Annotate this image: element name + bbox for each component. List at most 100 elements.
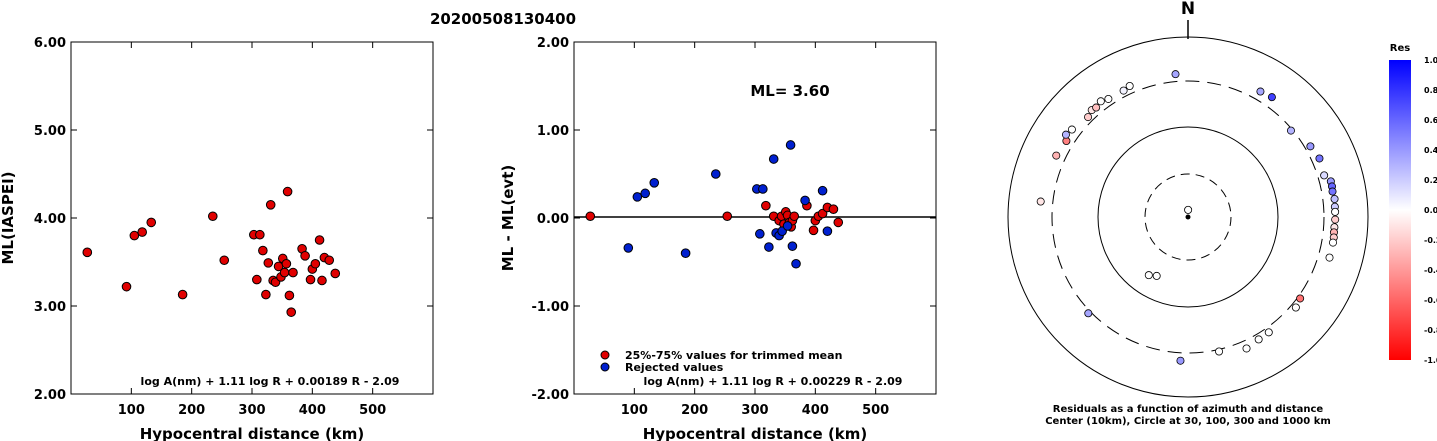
- circle-300km: [1051, 80, 1325, 354]
- residual-point: [585, 211, 596, 222]
- station-residual-point: [1286, 126, 1295, 135]
- residual-point: [817, 185, 828, 196]
- station-residual-point: [1328, 187, 1337, 196]
- station-residual-point: [1144, 271, 1153, 280]
- ml-y-tick-label: 4.00: [34, 212, 66, 227]
- station-residual-point: [1291, 303, 1300, 312]
- residual-panel: Hypocentral distance (km) ML - ML(evt) M…: [499, 36, 937, 441]
- ml-point: [265, 200, 276, 210]
- residual-point: [761, 200, 771, 211]
- ml-x-axis-label: Hypocentral distance (km): [140, 425, 365, 441]
- residual-point: [640, 188, 650, 199]
- residual-point: [800, 195, 810, 206]
- residual-y-tick-label: -1.00: [532, 300, 569, 315]
- ml-point: [300, 251, 310, 261]
- colorbar-tick-label: 1.0: [1424, 56, 1437, 65]
- station-residual-point: [1242, 344, 1251, 353]
- residual-x-tick-label: 200: [681, 403, 708, 418]
- station-residual-point: [1152, 271, 1161, 280]
- station-residual-point: [1036, 197, 1045, 206]
- legend-label-rejected: Rejected values: [625, 361, 724, 374]
- ml-x-tick-label: 100: [118, 403, 145, 418]
- ml-point: [279, 267, 290, 278]
- ml-point: [207, 211, 218, 222]
- station-residual-point: [1328, 238, 1337, 247]
- station-residual-point: [1325, 253, 1334, 262]
- ml-y-axis-label: ML(IASPEI): [0, 171, 17, 264]
- station-residual-point: [1176, 356, 1185, 365]
- ml-point: [137, 227, 147, 237]
- event-title: 20200508130400: [430, 10, 576, 28]
- residual-x-tick-label: 300: [741, 403, 768, 418]
- station-residual-point: [1061, 130, 1070, 139]
- station-residual-point: [1125, 82, 1134, 91]
- residual-point: [833, 217, 844, 228]
- station-residual-point: [1184, 205, 1193, 214]
- ml-point: [261, 289, 271, 300]
- station-residual-point: [1096, 97, 1105, 106]
- ml-x-tick-label: 300: [238, 403, 265, 418]
- residual-y-tick-label: -2.00: [532, 388, 569, 403]
- ml-point: [310, 258, 321, 269]
- ml-point: [314, 235, 325, 245]
- station-residual-point: [1104, 94, 1113, 103]
- colorbar-tick-label: 0.4: [1424, 146, 1437, 155]
- colorbar-tick-label: -0.6: [1424, 296, 1437, 305]
- station-residual-point: [1084, 309, 1093, 318]
- center-dot: [1185, 214, 1191, 220]
- colorbar-title: Res: [1390, 43, 1410, 54]
- colorbar-tick-label: -0.2: [1424, 236, 1437, 245]
- ml-formula: log A(nm) + 1.11 log R + 0.00189 R - 2.0…: [141, 375, 400, 388]
- colorbar-tick-label: -0.8: [1424, 326, 1437, 335]
- station-residual-point: [1052, 151, 1061, 160]
- legend-marker-trimmed: [600, 350, 610, 360]
- azimuth-caption-line1: Residuals as a function of azimuth and d…: [1053, 404, 1324, 415]
- ml-x-tick-label: 500: [359, 403, 386, 418]
- residual-x-tick-label: 500: [862, 403, 889, 418]
- residual-point: [782, 221, 793, 231]
- colorbar-tick-label: 0.8: [1424, 86, 1437, 95]
- ml-point: [258, 245, 268, 256]
- station-residual-point: [1331, 215, 1340, 224]
- ml-plot-frame: [70, 41, 434, 395]
- residual-point: [710, 169, 721, 179]
- station-residual-point: [1331, 207, 1340, 216]
- colorbar-tick-label: -1.0: [1424, 356, 1437, 365]
- residual-point: [789, 211, 800, 222]
- azimuth-panel: N Residuals as a function of azimuth and…: [1007, 0, 1437, 427]
- station-residual-point: [1315, 154, 1324, 163]
- station-residual-point: [1067, 125, 1076, 134]
- station-residual-point: [1296, 294, 1305, 303]
- ml-point: [330, 268, 341, 279]
- ml-point: [177, 289, 188, 300]
- residual-y-tick-label: 2.00: [537, 36, 569, 51]
- ml-point: [219, 255, 230, 266]
- residual-x-tick-label: 400: [802, 403, 829, 418]
- residual-y-axis-label: ML - ML(evt): [499, 165, 517, 271]
- colorbar-tick-label: 0.2: [1424, 176, 1437, 185]
- residual-point: [623, 243, 634, 253]
- legend-label-trimmed: 25%-75% values for trimmed mean: [625, 349, 842, 362]
- station-residual-point: [1267, 93, 1276, 102]
- residual-point: [755, 229, 765, 239]
- station-residual-point: [1264, 328, 1273, 337]
- ml-panel: Hypocentral distance (km) ML(IASPEI) log…: [0, 36, 434, 441]
- ml-point: [282, 186, 293, 197]
- ml-event-annotation: ML= 3.60: [750, 82, 829, 100]
- station-residual-point: [1084, 113, 1093, 122]
- residual-x-axis-label: Hypocentral distance (km): [643, 425, 868, 441]
- station-residual-point: [1215, 347, 1224, 356]
- ml-point: [121, 281, 132, 292]
- ml-point: [281, 258, 292, 269]
- circle-1000km: [1007, 36, 1369, 398]
- ml-point: [305, 274, 316, 285]
- ml-point: [263, 258, 274, 268]
- residual-x-tick-label: 100: [621, 403, 648, 418]
- station-residual-point: [1119, 86, 1128, 95]
- residual-point: [649, 178, 660, 188]
- residual-point: [764, 242, 774, 252]
- residual-point: [722, 211, 733, 222]
- residual-point: [828, 204, 839, 214]
- station-residual-point: [1320, 171, 1329, 180]
